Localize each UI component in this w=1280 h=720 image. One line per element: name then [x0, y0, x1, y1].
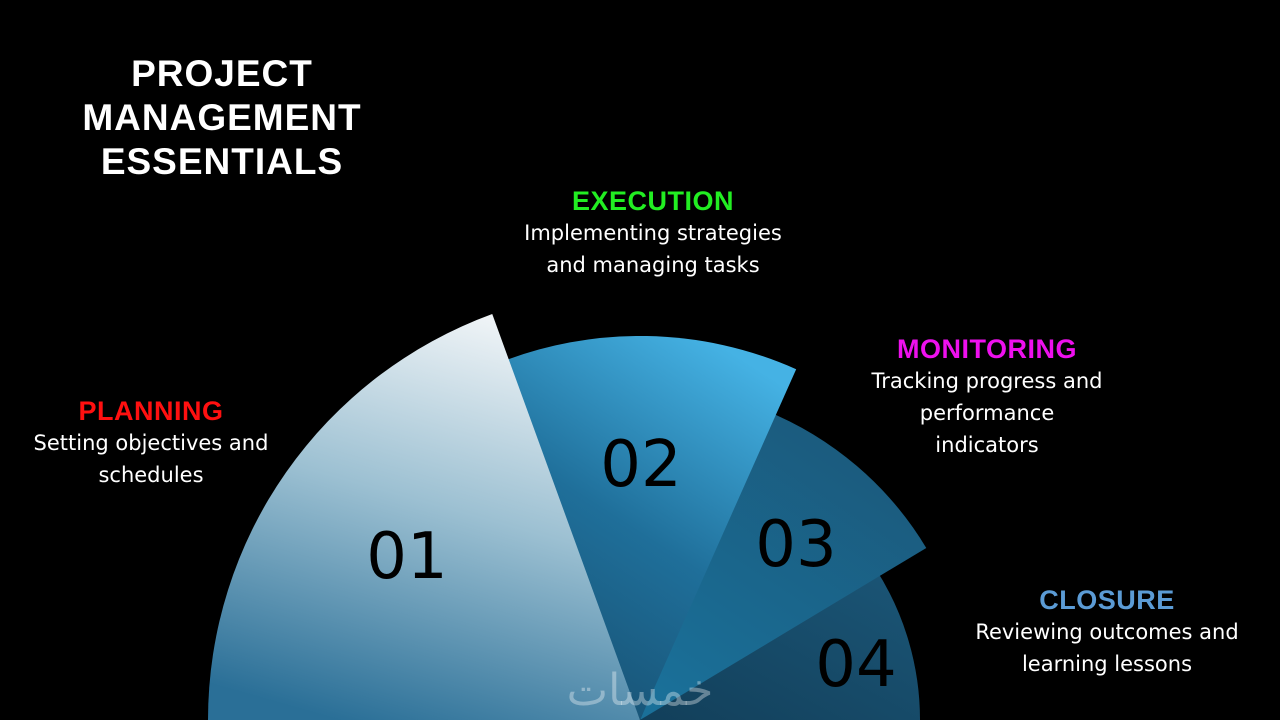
stage-heading: CLOSURE [1039, 585, 1175, 615]
stage-execution: EXECUTION Implementing strategies and ma… [483, 185, 823, 281]
stage-heading: PLANNING [78, 396, 224, 426]
stage-number: 03 [755, 508, 836, 582]
title-line: ESSENTIALS [100, 141, 344, 182]
wedge-01 [208, 314, 640, 720]
stage-description-line: indicators [935, 433, 1039, 457]
wedge-04 [640, 567, 920, 720]
stage-description-line: and managing tasks [546, 253, 760, 277]
watermark-logo: خمسات [567, 665, 714, 716]
stage-description-line: Implementing strategies [524, 221, 782, 245]
stage-monitoring: MONITORING Tracking progress and perform… [817, 333, 1157, 461]
stage-planning: PLANNING Setting objectives and schedule… [0, 395, 321, 491]
slide-title: PROJECT MANAGEMENT ESSENTIALS [22, 52, 422, 184]
wedge-02 [496, 336, 797, 720]
stage-description-line: performance [919, 401, 1055, 425]
title-line: MANAGEMENT [82, 97, 362, 138]
wedge-03 [640, 410, 927, 720]
stage-number: 01 [366, 520, 447, 594]
title-line: PROJECT [131, 53, 313, 94]
stage-description-line: Tracking progress and [871, 369, 1103, 393]
stage-description-line: Setting objectives and [33, 431, 269, 455]
stage-number: 02 [600, 428, 681, 502]
stage-closure: CLOSURE Reviewing outcomes and learning … [937, 584, 1277, 680]
stage-heading: EXECUTION [571, 186, 735, 216]
stage-description-line: learning lessons [1021, 652, 1193, 676]
stage-number: 04 [815, 628, 896, 702]
stage-description-line: Reviewing outcomes and [975, 620, 1239, 644]
stage-description-line: schedules [98, 463, 204, 487]
stage-heading: MONITORING [897, 334, 1077, 364]
